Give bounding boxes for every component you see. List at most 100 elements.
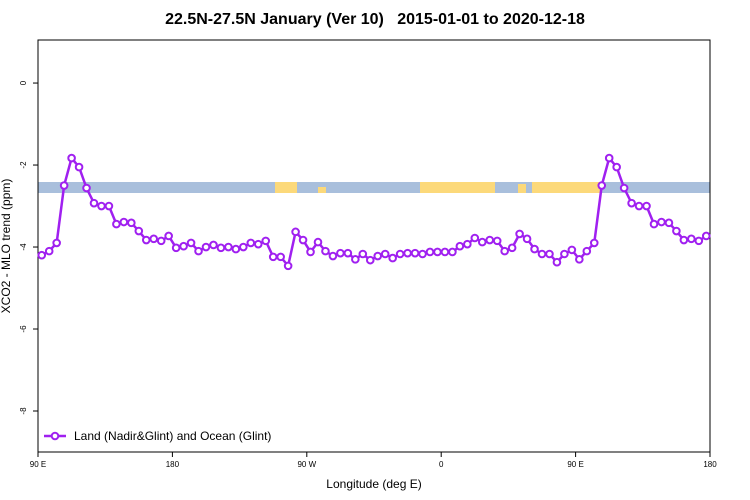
data-point — [694, 236, 704, 246]
data-point — [418, 249, 427, 259]
data-point — [455, 241, 465, 251]
y-tick-label: 0 — [19, 80, 28, 85]
data-point — [537, 249, 547, 259]
data-point — [216, 243, 226, 253]
data-point — [328, 251, 338, 261]
data-point — [291, 227, 300, 237]
x-tick-label: 90 W — [297, 460, 316, 469]
data-point — [74, 162, 84, 172]
data-point — [253, 239, 263, 249]
data-point — [306, 247, 315, 257]
data-point — [619, 183, 629, 193]
data-point — [701, 231, 711, 241]
data-point — [141, 235, 151, 245]
y-tick-label: -8 — [19, 407, 28, 415]
data-point — [634, 201, 644, 211]
data-point — [336, 248, 345, 258]
data-point — [500, 246, 509, 256]
data-point — [194, 246, 203, 256]
data-point — [261, 236, 271, 246]
data-point — [119, 217, 129, 227]
data-point — [171, 243, 181, 253]
legend-marker — [50, 431, 60, 441]
land-band — [318, 187, 326, 193]
data-point — [268, 252, 278, 262]
data-point — [388, 253, 397, 263]
ocean-band — [38, 182, 710, 193]
data-point — [201, 242, 211, 252]
x-axis-label: Longitude (deg E) — [326, 477, 421, 491]
data-point — [358, 249, 368, 259]
data-point — [612, 162, 621, 172]
data-point — [567, 245, 577, 255]
data-point — [507, 243, 517, 253]
data-point — [649, 219, 659, 229]
y-tick-label: -2 — [19, 161, 28, 169]
data-point — [179, 241, 188, 251]
data-point — [597, 181, 607, 190]
data-point — [664, 218, 674, 228]
data-point — [373, 251, 383, 261]
data-point — [582, 246, 592, 256]
data-point — [149, 234, 159, 244]
data-point — [298, 235, 308, 245]
data-point — [156, 236, 166, 246]
data-point — [134, 226, 144, 236]
ocean-band — [600, 182, 710, 193]
data-point — [224, 242, 233, 252]
data-point — [239, 242, 248, 252]
data-point — [209, 240, 218, 250]
legend-label: Land (Nadir&Glint) and Ocean (Glint) — [74, 429, 271, 443]
data-point — [276, 252, 285, 262]
x-tick-label: 0 — [439, 460, 444, 469]
data-point — [687, 234, 696, 244]
data-point — [410, 248, 420, 258]
data-point — [380, 249, 390, 259]
x-tick-label: 90 E — [30, 460, 46, 469]
chart-title: 22.5N-27.5N January (Ver 10) 2015-01-01 … — [165, 11, 585, 28]
data-point — [515, 229, 524, 239]
data-point — [343, 248, 353, 258]
y-axis-label: XCO2 - MLO trend (ppm) — [0, 179, 13, 314]
data-point — [127, 218, 136, 228]
data-point — [82, 183, 91, 193]
series-line — [41, 155, 707, 269]
data-point — [104, 201, 114, 211]
land-band — [275, 182, 297, 193]
data-point — [672, 226, 681, 236]
data-point — [530, 244, 539, 254]
data-point — [545, 249, 554, 259]
data-point — [37, 250, 47, 260]
x-tick-label: 180 — [166, 460, 180, 469]
data-point — [231, 244, 241, 254]
plot-frame — [37, 39, 711, 453]
data-point — [246, 238, 256, 248]
data-point — [186, 238, 196, 248]
data-point — [112, 219, 121, 229]
map-strip — [38, 182, 710, 193]
data-point — [604, 153, 614, 163]
data-point — [477, 237, 487, 247]
x-tick-label: 90 E — [567, 460, 583, 469]
data-point — [492, 236, 502, 246]
data-point — [642, 201, 651, 211]
data-point — [44, 246, 54, 256]
data-point — [52, 238, 61, 248]
data-point — [395, 249, 405, 259]
data-point — [89, 198, 99, 208]
data-point — [440, 247, 450, 257]
data-point — [403, 248, 412, 258]
data-point — [283, 261, 293, 271]
data-point — [575, 255, 584, 264]
data-point — [470, 233, 480, 243]
data-point — [351, 255, 360, 264]
data-point — [365, 255, 375, 265]
data-point — [164, 231, 173, 241]
data-point — [97, 201, 106, 211]
data-point — [560, 249, 569, 259]
data-point — [679, 235, 689, 245]
data-point — [59, 181, 69, 190]
land-band — [518, 184, 526, 193]
data-point — [627, 198, 636, 208]
